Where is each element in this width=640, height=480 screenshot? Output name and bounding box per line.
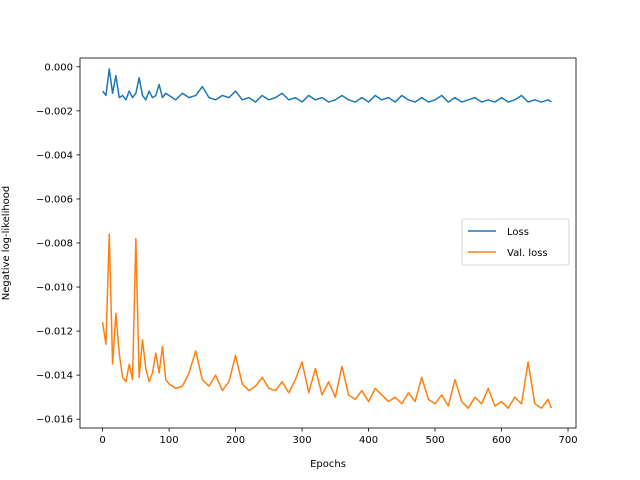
- y-tick-label: −0.014: [36, 371, 73, 382]
- x-tick-label: 0: [99, 435, 105, 446]
- y-tick-label: −0.010: [36, 283, 73, 294]
- y-tick-label: −0.012: [36, 327, 73, 338]
- x-tick-label: 500: [425, 435, 444, 446]
- x-axis-label: Epochs: [310, 459, 346, 470]
- y-tick-label: −0.008: [36, 239, 73, 250]
- y-tick-label: −0.004: [36, 150, 73, 161]
- x-tick-label: 600: [492, 435, 511, 446]
- legend-label-val-loss: Val. loss: [507, 248, 548, 259]
- y-tick-label: 0.000: [44, 62, 73, 73]
- plot-area: 0 100 200 300 400 500 600 700 0.000 −0.002 −0.004…: [36, 57, 578, 446]
- series-layer: [101, 68, 553, 409]
- x-tick-label: 100: [160, 435, 179, 446]
- y-tick-label: −0.002: [36, 106, 73, 117]
- y-tick-label: −0.006: [36, 194, 73, 205]
- x-tick-label: 300: [293, 435, 312, 446]
- x-tick-layer: 0 100 200 300 400 500 600 700: [99, 428, 578, 446]
- y-tick-layer: 0.000 −0.002 −0.004 −0.006 −0.008 −0.010 −0.01…: [36, 62, 80, 426]
- x-tick-label: 200: [226, 435, 245, 446]
- x-tick-label: 400: [359, 435, 378, 446]
- legend: Loss Val. loss: [461, 218, 570, 266]
- legend-label-loss: Loss: [507, 227, 529, 238]
- x-tick-label: 700: [558, 435, 577, 446]
- y-axis-label: Negative log-likelihood: [1, 186, 12, 301]
- y-tick-label: −0.016: [36, 415, 73, 426]
- series-line-val-loss: [101, 233, 553, 409]
- series-line-loss: [102, 68, 552, 103]
